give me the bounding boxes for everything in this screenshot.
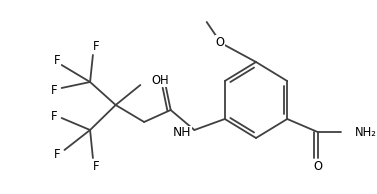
Text: O: O [159,73,169,86]
Text: F: F [92,41,99,54]
Text: O: O [313,159,322,172]
Text: F: F [92,159,99,172]
Text: NH₂: NH₂ [355,126,377,139]
Text: F: F [54,54,60,67]
Text: NH: NH [173,126,192,139]
Text: F: F [54,148,60,161]
Text: F: F [51,83,57,96]
Text: F: F [51,109,57,122]
Text: O: O [216,36,224,48]
Text: OH: OH [152,74,169,87]
